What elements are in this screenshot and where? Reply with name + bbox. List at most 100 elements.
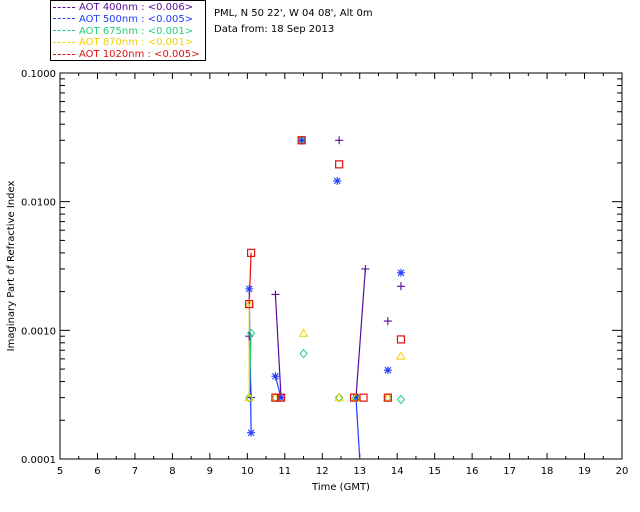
x-tick-label: 6 — [94, 466, 100, 477]
plus-marker — [361, 264, 370, 273]
legend-line-icon — [53, 30, 75, 32]
y-tick-label: 0.0001 — [21, 455, 56, 466]
series-line-segment — [248, 252, 252, 305]
plus-marker — [335, 136, 344, 145]
x-axis: 5 6 7 8 9 10 11 12 13 14 15 16 17 18 19 20 — [57, 73, 629, 477]
data-point — [396, 351, 406, 360]
plus-marker — [396, 282, 405, 291]
asterisk-marker — [245, 284, 254, 293]
data-point — [247, 428, 256, 437]
x-tick-label: 20 — [616, 466, 629, 477]
data-point — [334, 392, 344, 403]
asterisk-marker — [271, 372, 280, 381]
series-markers — [244, 135, 406, 437]
legend-label: AOT 675nm : <0.001> — [79, 25, 194, 37]
x-tick-label: 17 — [503, 466, 516, 477]
square-marker — [335, 160, 344, 169]
data-point — [245, 284, 254, 293]
data-point — [333, 176, 342, 185]
asterisk-marker — [333, 176, 342, 185]
data-point — [351, 393, 360, 402]
data-point — [350, 393, 359, 402]
legend-label: AOT 870nm : <0.001> — [79, 37, 194, 49]
data-point — [245, 392, 254, 403]
x-tick-label: 14 — [391, 466, 404, 477]
location-text: PML, N 50 22', W 04 08', Alt 0m — [214, 8, 373, 19]
x-tick-label: 10 — [241, 466, 254, 477]
square-marker — [383, 393, 392, 402]
triangle-marker — [396, 351, 406, 360]
data-point — [277, 393, 286, 402]
diamond-marker — [299, 348, 308, 359]
y-tick-label: 0.0100 — [21, 198, 56, 209]
x-tick-label: 16 — [466, 466, 479, 477]
data-point — [383, 317, 392, 326]
legend-line-icon — [53, 18, 75, 20]
x-tick-label: 19 — [578, 466, 591, 477]
x-tick-label: 5 — [57, 466, 63, 477]
data-point — [246, 328, 256, 338]
info-block: PML, N 50 22', W 04 08', Alt 0m Data fro… — [214, 6, 373, 38]
data-point — [271, 290, 280, 299]
x-tick-label: 13 — [353, 466, 366, 477]
diamond-marker — [396, 394, 406, 405]
data-point — [335, 136, 344, 145]
x-tick-label: 11 — [278, 466, 291, 477]
plus-marker — [271, 290, 280, 299]
triangle-marker — [334, 392, 344, 402]
data-point — [361, 264, 370, 273]
data-point — [298, 328, 309, 337]
data-point — [246, 248, 256, 257]
x-tick-label: 12 — [316, 466, 329, 477]
diamond-marker — [246, 328, 256, 338]
legend-label: AOT 1020nm : <0.005> — [79, 49, 200, 61]
diamond-marker — [245, 392, 254, 403]
data-point — [271, 372, 280, 381]
square-marker — [359, 393, 368, 402]
data-point — [299, 348, 308, 359]
data-point — [297, 136, 306, 145]
square-marker — [246, 248, 256, 257]
plus-marker — [383, 317, 392, 326]
data-point — [271, 393, 280, 402]
legend-item: AOT 400nm : <0.006> — [53, 2, 193, 14]
data-point — [383, 366, 392, 375]
legend-item: AOT 675nm : <0.001> — [53, 26, 193, 38]
data-point — [297, 136, 306, 145]
square-marker — [396, 335, 406, 344]
square-marker — [276, 393, 286, 402]
y-tick-label: 0.1000 — [21, 69, 56, 80]
data-point — [335, 160, 344, 169]
legend-label: AOT 500nm : <0.005> — [79, 13, 194, 25]
asterisk-marker — [277, 393, 286, 402]
diamond-marker — [334, 392, 344, 403]
x-tick-label: 15 — [428, 466, 441, 477]
date-text: Data from: 18 Sep 2013 — [214, 24, 335, 35]
data-point — [396, 335, 406, 344]
triangle-marker — [298, 328, 309, 337]
series-line-segment — [355, 397, 361, 460]
data-point — [359, 393, 368, 402]
square-marker — [350, 393, 359, 402]
data-point — [276, 393, 286, 402]
data-point — [396, 268, 405, 277]
series-line-segment — [355, 268, 366, 398]
legend-item: AOT 1020nm : <0.005> — [53, 49, 199, 61]
y-tick-label: 0.0010 — [21, 326, 56, 337]
series-line-segment — [274, 294, 282, 398]
asterisk-marker — [396, 268, 405, 277]
legend-box: AOT 400nm : <0.006> AOT 500nm : <0.005> AO… — [50, 0, 206, 61]
x-tick-label: 18 — [541, 466, 554, 477]
data-point — [245, 299, 254, 309]
data-point — [396, 282, 405, 291]
legend-item: AOT 500nm : <0.005> — [53, 14, 193, 26]
asterisk-marker — [297, 136, 306, 145]
series-lines — [248, 252, 366, 460]
x-tick-label: 8 — [169, 466, 175, 477]
square-marker — [297, 136, 306, 145]
data-point — [396, 394, 406, 405]
data-point — [383, 393, 392, 402]
asterisk-marker — [247, 428, 256, 437]
asterisk-marker — [383, 366, 392, 375]
